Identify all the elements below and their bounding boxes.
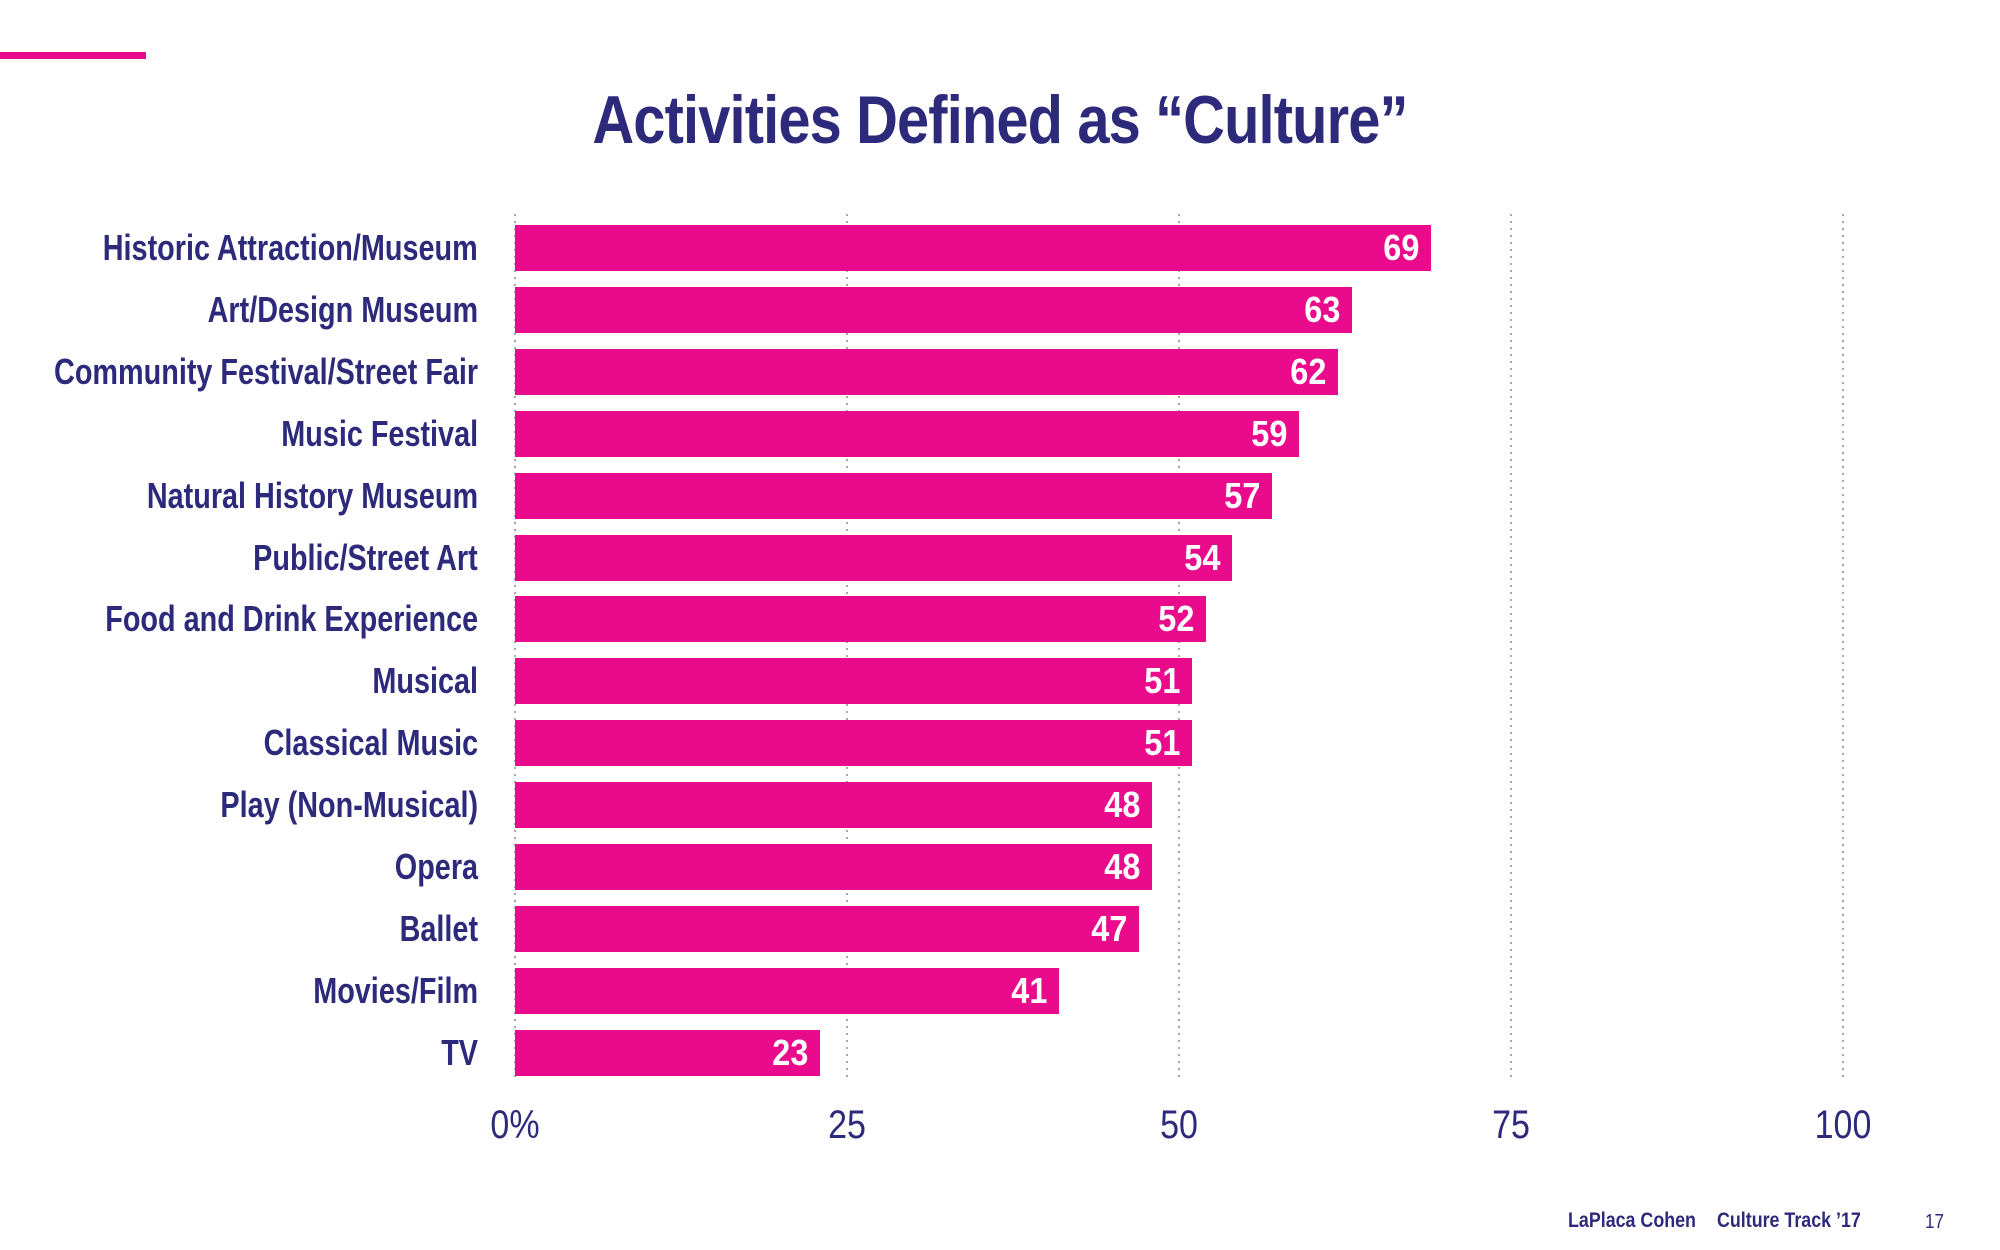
bar-musical: 51 xyxy=(515,658,1192,705)
bar-value-label-community-festival-street-fair: 62 xyxy=(1290,350,1327,392)
bar-value-label-play-non-musical: 48 xyxy=(1104,784,1141,826)
category-label-public-street-art: Public/Street Art xyxy=(253,536,478,578)
category-label-musical: Musical xyxy=(372,660,478,702)
category-label-opera: Opera xyxy=(394,846,478,887)
footer-brand: LaPlaca Cohen xyxy=(1568,1209,1696,1232)
bar-play-non-musical: 48 xyxy=(515,782,1152,829)
page-number: 17 xyxy=(1925,1211,1944,1233)
bar-ballet: 47 xyxy=(515,905,1139,952)
x-tick-label-0: 0% xyxy=(490,1103,540,1147)
bar-value-label-natural-history-museum: 57 xyxy=(1224,474,1261,516)
category-label-food-and-drink-experience: Food and Drink Experience xyxy=(105,598,478,640)
category-label-natural-history-museum: Natural History Museum xyxy=(146,474,478,516)
bar-natural-history-museum: 57 xyxy=(515,472,1272,519)
x-tick-label-75: 75 xyxy=(1492,1103,1530,1147)
category-label-play-non-musical: Play (Non-Musical) xyxy=(220,784,478,826)
bar-food-and-drink-experience: 52 xyxy=(515,596,1206,643)
bar-value-label-ballet: 47 xyxy=(1091,907,1128,949)
category-label-movies-film: Movies/Film xyxy=(313,969,478,1011)
footer-report-name: Culture Track ’17 xyxy=(1717,1209,1861,1232)
accent-dash xyxy=(0,52,146,59)
bar-value-label-movies-film: 41 xyxy=(1011,969,1048,1011)
category-label-ballet: Ballet xyxy=(399,907,478,949)
bar-value-label-tv: 23 xyxy=(772,1031,809,1073)
bar-value-label-classical-music: 51 xyxy=(1144,722,1181,764)
category-label-classical-music: Classical Music xyxy=(263,722,478,764)
x-tick-label-25: 25 xyxy=(828,1103,866,1147)
bar-value-label-music-festival: 59 xyxy=(1251,412,1288,454)
bar-art-design-museum: 63 xyxy=(515,286,1352,333)
gridline-25 xyxy=(846,214,848,1078)
category-label-community-festival-street-fair: Community Festival/Street Fair xyxy=(53,350,478,392)
x-tick-label-100: 100 xyxy=(1814,1103,1872,1147)
bar-value-label-historic-attraction-museum: 69 xyxy=(1383,227,1420,268)
bar-opera: 48 xyxy=(515,844,1152,890)
bar-music-festival: 59 xyxy=(515,410,1299,457)
gridline-75 xyxy=(1510,214,1512,1078)
chart-title: Activities Defined as “Culture” xyxy=(592,82,1408,158)
gridline-100 xyxy=(1842,214,1844,1078)
bar-value-label-art-design-museum: 63 xyxy=(1304,288,1341,330)
bar-classical-music: 51 xyxy=(515,720,1192,767)
bar-community-festival-street-fair: 62 xyxy=(515,348,1338,395)
bar-value-label-musical: 51 xyxy=(1144,660,1181,702)
bar-movies-film: 41 xyxy=(515,967,1059,1014)
gridline-50 xyxy=(1178,214,1180,1078)
bar-value-label-food-and-drink-experience: 52 xyxy=(1158,598,1195,640)
category-label-music-festival: Music Festival xyxy=(281,412,478,454)
bar-tv: 23 xyxy=(515,1029,820,1076)
bar-value-label-public-street-art: 54 xyxy=(1184,536,1221,578)
x-tick-label-50: 50 xyxy=(1160,1103,1198,1147)
bar-value-label-opera: 48 xyxy=(1104,846,1141,887)
bar-historic-attraction-museum: 69 xyxy=(515,225,1431,271)
gridline-0 xyxy=(514,214,516,1078)
bar-public-street-art: 54 xyxy=(515,534,1232,581)
category-label-tv: TV xyxy=(441,1031,478,1073)
category-label-art-design-museum: Art/Design Museum xyxy=(207,288,478,330)
category-label-historic-attraction-museum: Historic Attraction/Museum xyxy=(103,227,478,268)
